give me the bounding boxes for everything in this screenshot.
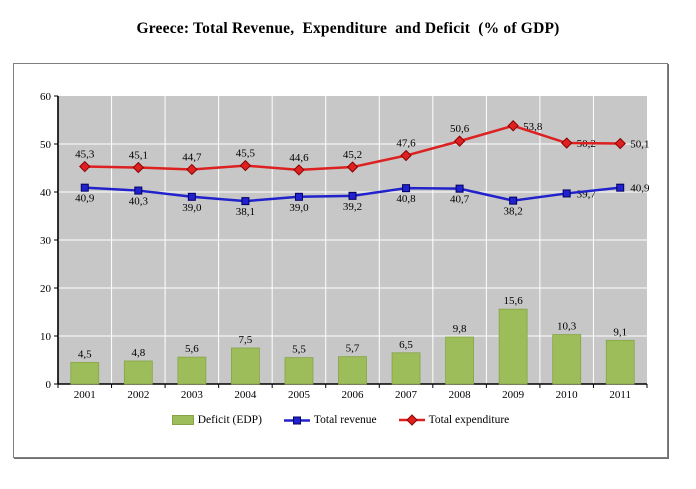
svg-text:40,9: 40,9: [630, 183, 650, 195]
svg-text:9,1: 9,1: [613, 326, 627, 338]
svg-text:4,5: 4,5: [78, 348, 92, 360]
legend-label-total-revenue: Total revenue: [313, 414, 377, 426]
legend-item-deficit: Deficit (EDP): [171, 414, 262, 426]
svg-text:4,8: 4,8: [131, 347, 145, 359]
svg-text:2004: 2004: [234, 389, 257, 401]
svg-text:2011: 2011: [609, 389, 631, 401]
svg-text:5,6: 5,6: [185, 343, 199, 355]
svg-text:2002: 2002: [127, 389, 149, 401]
svg-text:38,2: 38,2: [504, 206, 523, 218]
svg-text:9,8: 9,8: [453, 323, 467, 335]
svg-text:47,6: 47,6: [396, 138, 416, 150]
svg-text:45,3: 45,3: [75, 149, 95, 161]
svg-text:2005: 2005: [288, 389, 311, 401]
svg-text:38,1: 38,1: [236, 206, 255, 218]
svg-text:39,2: 39,2: [343, 201, 362, 213]
legend-label-deficit: Deficit (EDP): [197, 414, 262, 426]
svg-text:2006: 2006: [342, 389, 365, 401]
svg-text:40,9: 40,9: [75, 193, 95, 205]
svg-text:50,1: 50,1: [630, 139, 649, 151]
svg-text:40,8: 40,8: [396, 193, 416, 205]
svg-text:2009: 2009: [502, 389, 525, 401]
svg-text:40,3: 40,3: [129, 196, 149, 208]
svg-text:40: 40: [40, 187, 52, 199]
svg-text:0: 0: [46, 379, 52, 391]
svg-text:2010: 2010: [556, 389, 579, 401]
svg-text:5,5: 5,5: [292, 344, 306, 356]
chart-plot-area: 0 10 20 30 40 50 60 4,5 4,8 5,6 7,5 5,5 5,7 6,5 9,8 15,…: [40, 91, 650, 401]
chart-title: Greece: Total Revenue, Expenditure and D…: [136, 20, 560, 37]
svg-text:45,1: 45,1: [129, 150, 148, 162]
svg-text:10,3: 10,3: [557, 321, 577, 333]
legend-label-total-expenditure: Total expenditure: [428, 414, 510, 426]
svg-text:40,7: 40,7: [450, 194, 470, 206]
svg-text:20: 20: [40, 283, 52, 295]
svg-text:44,6: 44,6: [289, 152, 309, 164]
expenditure-line-diamond-icon: [398, 414, 425, 426]
svg-text:30: 30: [40, 235, 52, 247]
chart-legend: Deficit (EDP) Total revenue Total expend…: [14, 414, 667, 426]
svg-text:44,7: 44,7: [182, 151, 202, 163]
svg-text:15,6: 15,6: [504, 295, 524, 307]
svg-text:6,5: 6,5: [399, 339, 413, 351]
svg-text:39,0: 39,0: [182, 202, 202, 214]
svg-text:2007: 2007: [395, 389, 418, 401]
svg-text:2008: 2008: [449, 389, 472, 401]
legend-item-total-revenue: Total revenue: [283, 414, 377, 426]
svg-text:2003: 2003: [181, 389, 204, 401]
chart-frame: 0 10 20 30 40 50 60 4,5 4,8 5,6 7,5 5,5 5,7 6,5 9,8 15,…: [13, 63, 668, 458]
svg-text:10: 10: [40, 331, 52, 343]
svg-text:5,7: 5,7: [346, 343, 360, 355]
deficit-bar-swatch-icon: [171, 415, 194, 425]
svg-text:2001: 2001: [74, 389, 96, 401]
svg-text:60: 60: [40, 91, 52, 103]
svg-text:50,6: 50,6: [450, 123, 470, 135]
svg-text:7,5: 7,5: [239, 334, 253, 346]
legend-item-total-expenditure: Total expenditure: [398, 414, 510, 426]
svg-text:39,0: 39,0: [289, 202, 309, 214]
svg-text:45,2: 45,2: [343, 149, 362, 161]
revenue-line-square-icon: [283, 416, 310, 424]
svg-text:45,5: 45,5: [236, 148, 256, 160]
svg-text:50: 50: [40, 139, 52, 151]
